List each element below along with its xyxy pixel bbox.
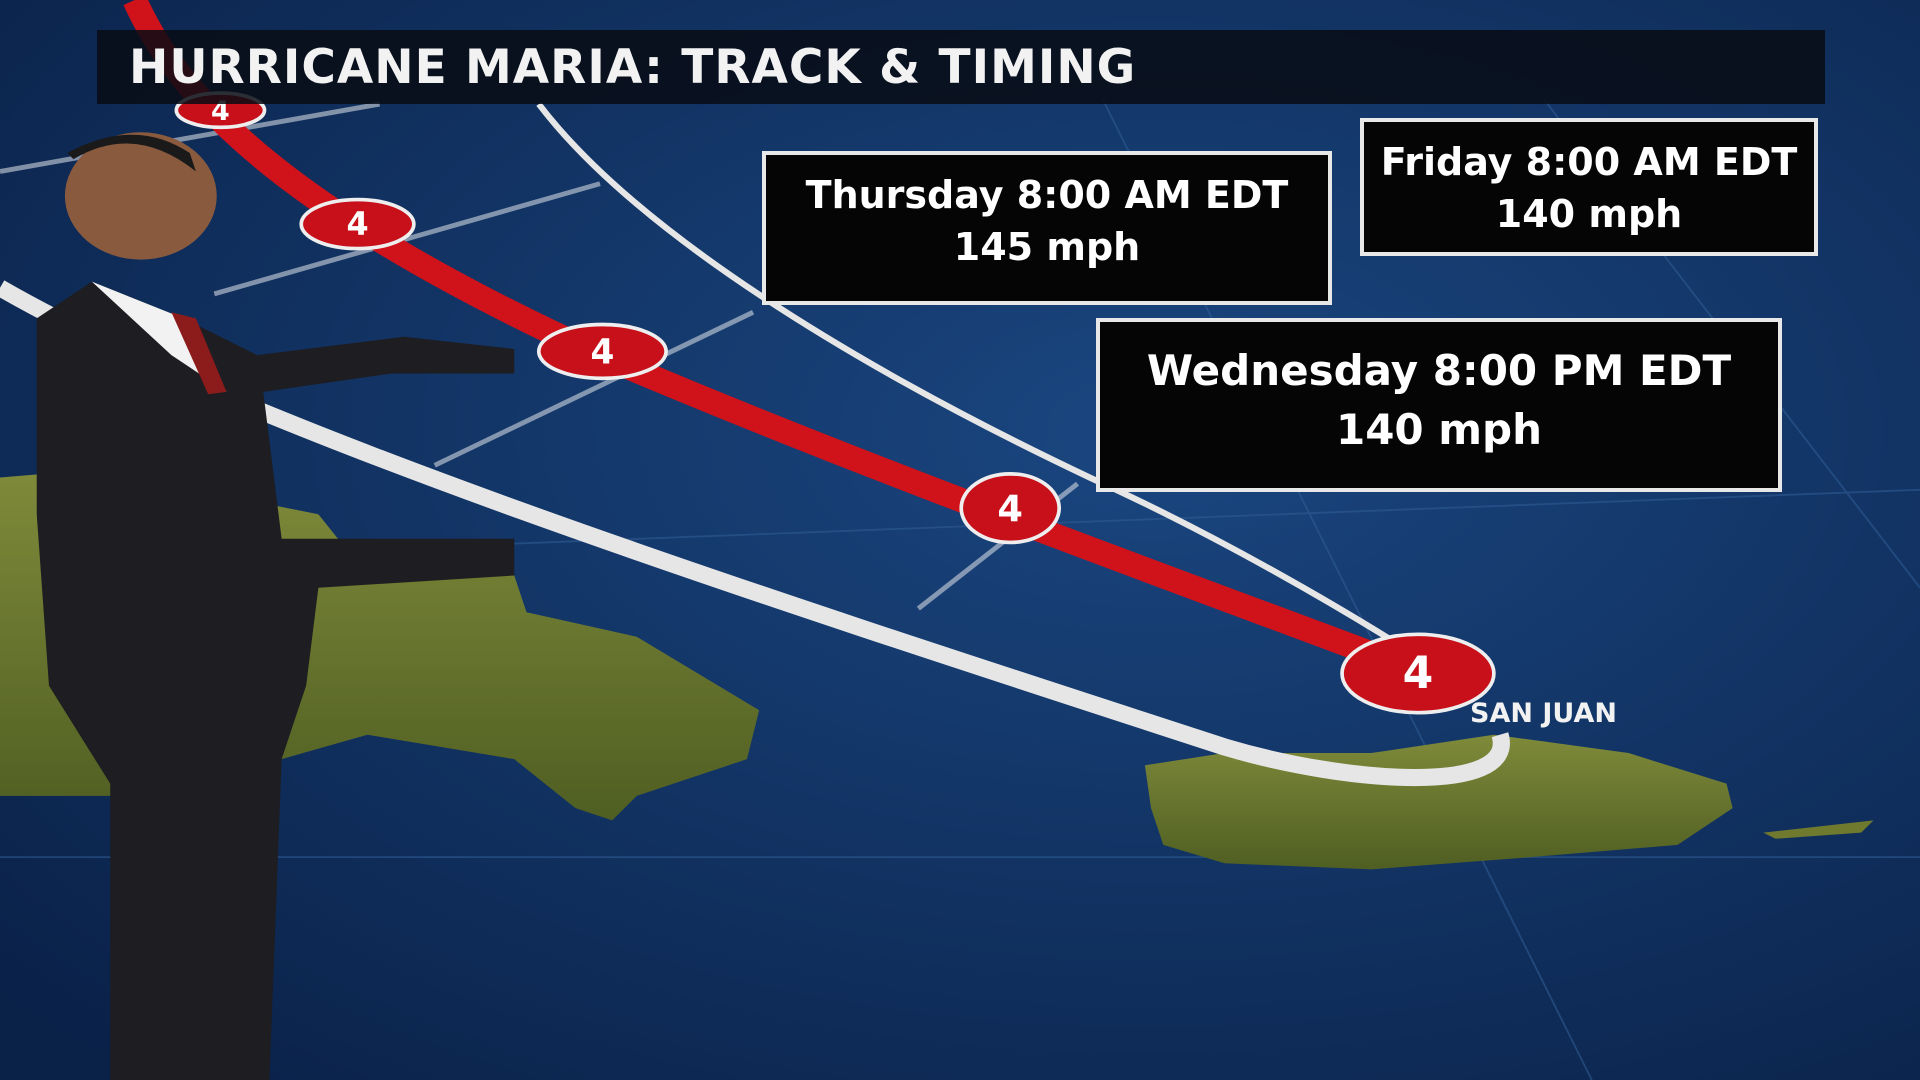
page-title: HURRICANE MARIA: TRACK & TIMING <box>129 40 1137 95</box>
storm-markers: 4 4 4 4 4 <box>174 91 1496 715</box>
presenter <box>36 132 515 1080</box>
storm-category-icon: 4 <box>346 205 368 243</box>
storm-category-icon: 4 <box>1403 648 1434 699</box>
forecast-wind: 145 mph <box>953 225 1141 269</box>
forecast-label-thursday: Thursday 8:00 AM EDT 145 mph <box>762 151 1332 305</box>
forecast-time: Wednesday 8:00 PM EDT <box>1146 346 1732 395</box>
forecast-label-wednesday: Wednesday 8:00 PM EDT 140 mph <box>1096 318 1782 492</box>
storm-category-icon: 4 <box>591 333 615 373</box>
city-label-san-juan: SAN JUAN <box>1470 698 1617 729</box>
virgin-islands <box>1763 820 1874 839</box>
forecast-wind: 140 mph <box>1335 405 1543 454</box>
forecast-time: Thursday 8:00 AM EDT <box>805 173 1289 217</box>
forecast-time: Friday 8:00 AM EDT <box>1380 140 1798 184</box>
title-bar: HURRICANE MARIA: TRACK & TIMING <box>97 30 1825 104</box>
cone-right-boundary <box>536 102 1398 646</box>
forecast-wind: 140 mph <box>1495 192 1683 236</box>
forecast-label-friday: Friday 8:00 AM EDT 140 mph <box>1360 118 1818 256</box>
storm-category-icon: 4 <box>997 488 1023 531</box>
